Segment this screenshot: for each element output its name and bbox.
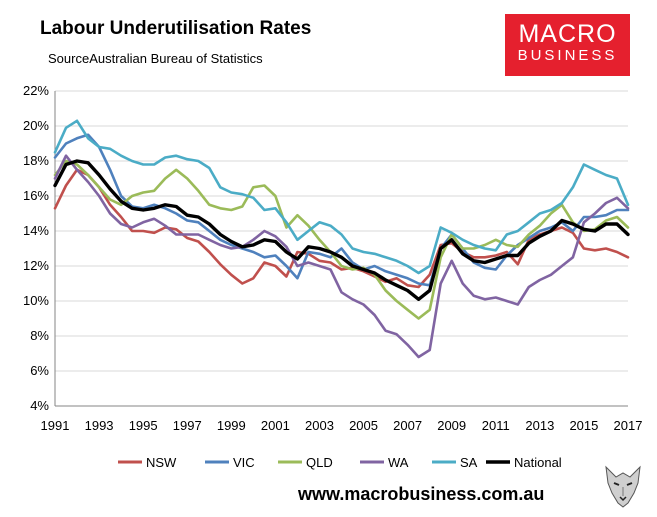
- legend-label-sa: SA: [460, 455, 478, 470]
- legend-label-qld: QLD: [306, 455, 333, 470]
- x-tick-label: 2005: [349, 418, 378, 433]
- x-tick-label: 1991: [41, 418, 70, 433]
- logo-line-1: MACRO: [518, 20, 617, 48]
- y-tick-label: 20%: [23, 118, 49, 133]
- x-tick-label: 2017: [614, 418, 643, 433]
- x-tick-label: 2011: [482, 418, 510, 433]
- y-tick-label: 22%: [23, 83, 49, 98]
- x-tick-label: 2003: [305, 418, 334, 433]
- y-tick-label: 16%: [23, 188, 49, 203]
- legend-label-national: National: [514, 455, 562, 470]
- y-tick-label: 10%: [23, 293, 49, 308]
- wolf-mascot-icon: [600, 463, 646, 509]
- plot-area: 4% 6% 8% 10% 12% 14% 16% 18% 20% 22% 1991 1993 1995…: [23, 83, 643, 470]
- website-url: www.macrobusiness.com.au: [298, 484, 545, 504]
- chart-source: SourceAustralian Bureau of Statistics: [48, 51, 263, 66]
- x-axis: 1991 1993 1995 1997 1999 2001 2003 2005 2007 2009…: [41, 405, 643, 433]
- series-line-qld: [53, 159, 630, 320]
- legend: NSW VIC QLD WA SA National: [118, 455, 562, 470]
- x-tick-label: 2007: [393, 418, 422, 433]
- series-line-vic: [53, 133, 630, 287]
- x-tick-label: 1997: [173, 418, 202, 433]
- x-tick-label: 2015: [569, 418, 598, 433]
- series-line-wa: [53, 154, 630, 359]
- y-axis: 4% 6% 8% 10% 12% 14% 16% 18% 20% 22%: [23, 83, 56, 413]
- x-tick-label: 1999: [217, 418, 246, 433]
- x-tick-label: 2013: [525, 418, 554, 433]
- series-line-sa: [53, 119, 630, 275]
- legend-label-nsw: NSW: [146, 455, 177, 470]
- y-tick-label: 6%: [30, 363, 49, 378]
- series-line-national: [53, 159, 630, 301]
- y-tick-label: 8%: [30, 328, 49, 343]
- y-tick-label: 4%: [30, 398, 49, 413]
- y-tick-label: 14%: [23, 223, 49, 238]
- series-line-nsw: [53, 168, 630, 289]
- y-tick-label: 18%: [23, 153, 49, 168]
- legend-label-vic: VIC: [233, 455, 255, 470]
- chart-title: Labour Underutilisation Rates: [40, 18, 312, 39]
- x-tick-label: 1993: [85, 418, 114, 433]
- x-tick-label: 2009: [437, 418, 466, 433]
- y-tick-label: 12%: [23, 258, 49, 273]
- legend-label-wa: WA: [388, 455, 409, 470]
- series-lines: [53, 119, 630, 359]
- x-tick-label: 2001: [261, 418, 290, 433]
- logo-line-2: BUSINESS: [517, 47, 618, 64]
- x-tick-label: 1995: [129, 418, 158, 433]
- macrobusiness-logo: MACRO BUSINESS: [505, 14, 630, 76]
